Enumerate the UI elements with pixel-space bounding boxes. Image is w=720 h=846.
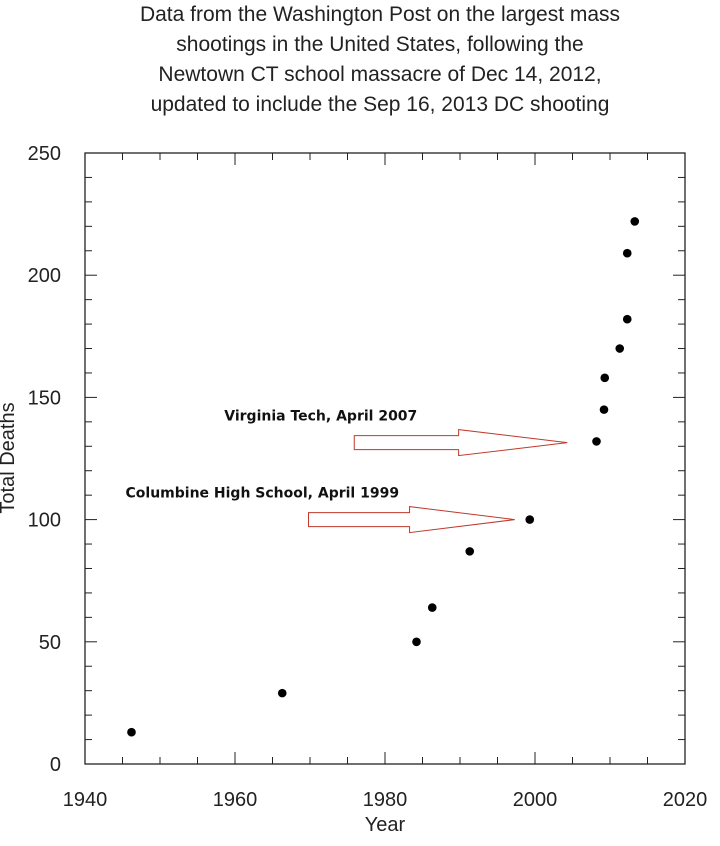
x-tick-label: 1960 — [213, 789, 258, 811]
data-point — [630, 217, 640, 226]
x-tick-label: 2020 — [663, 789, 708, 811]
chart-title-line: shootings in the United States, followin… — [176, 33, 584, 56]
axis-ticks — [84, 152, 686, 765]
data-point — [592, 437, 601, 446]
chart-title: Data from the Washington Post on the lar… — [60, 0, 700, 120]
y-tick-label: 150 — [28, 387, 61, 409]
plot-frame — [84, 152, 686, 765]
data-point — [465, 547, 475, 556]
annotation-label: Columbine High School, April 1999 — [126, 486, 400, 502]
y-tick-label: 100 — [28, 510, 61, 532]
chart-title-line: Newtown CT school massacre of Dec 14, 20… — [158, 63, 602, 86]
data-point — [277, 688, 287, 698]
y-tick-label: 250 — [28, 143, 61, 165]
annotation-arrow — [353, 429, 568, 457]
chart-title-line: Data from the Washington Post on the lar… — [139, 3, 621, 26]
y-tick-label: 50 — [39, 632, 61, 654]
y-axis-label: Total Deaths — [0, 402, 19, 513]
annotations: Virginia Tech, April 2007 Columbine High … — [126, 409, 568, 534]
y-tick-label: 200 — [28, 265, 61, 287]
annotation-label: Virginia Tech, April 2007 — [224, 409, 417, 425]
x-tick-label: 1980 — [363, 789, 408, 811]
data-point — [622, 314, 632, 324]
tick-labels: 1940 1960 1980 2000 2020 0 50 100 150 200 250 — [28, 143, 708, 811]
data-point — [525, 515, 535, 524]
x-tick-label: 1940 — [63, 789, 108, 811]
x-tick-label: 2000 — [513, 789, 558, 811]
data-point — [600, 373, 610, 383]
data-point — [615, 344, 625, 353]
annotation-arrow — [308, 506, 515, 534]
x-axis-label: Year — [365, 814, 406, 836]
chart-title-line: updated to include the Sep 16, 2013 DC s… — [150, 93, 610, 116]
data-point — [127, 727, 136, 737]
data-point — [622, 248, 632, 258]
data-point — [412, 637, 421, 647]
data-point — [599, 405, 609, 414]
y-tick-label: 0 — [50, 754, 61, 776]
data-points — [127, 217, 640, 737]
data-point — [427, 603, 437, 612]
